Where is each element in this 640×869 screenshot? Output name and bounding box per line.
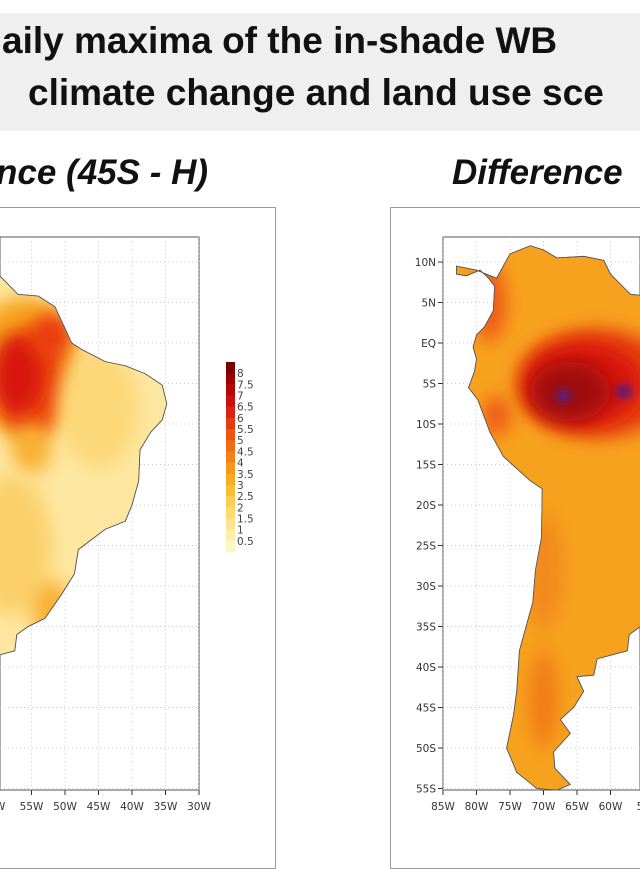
y-tick-label: EQ (421, 338, 436, 350)
x-tick-label: 70W (532, 801, 556, 813)
colorbar-label: 6.5 (237, 402, 254, 414)
colorbar-label: 3.5 (237, 469, 254, 481)
colorbar-label: 1 (237, 525, 244, 537)
colorbar-label: 4.5 (237, 446, 254, 458)
x-tick-label: 60W (599, 801, 623, 813)
x-tick-label: 40W (120, 801, 144, 813)
title-banner (0, 13, 640, 131)
x-tick-label: 80W (465, 801, 489, 813)
colorbar-segment (226, 362, 235, 374)
y-tick-label: 55S (416, 784, 436, 796)
figure-title-line-1: aily maxima of the in-shade WB (2, 20, 558, 61)
coastline (456, 245, 640, 790)
colorbar-segment (226, 518, 235, 531)
shading-blob (529, 649, 558, 750)
x-tick-label: 45W (87, 801, 111, 813)
y-tick-label: 40S (416, 662, 436, 674)
shading-blob (530, 361, 611, 422)
colorbar-label: 1.5 (237, 513, 254, 525)
colorbar-segment (226, 373, 235, 385)
colorbar-segment (226, 384, 235, 397)
x-tick-label: W (0, 801, 6, 813)
shading-blob (615, 384, 632, 399)
colorbar-segment (226, 529, 235, 542)
y-tick-label: 25S (416, 541, 436, 553)
coastline (0, 275, 168, 656)
y-tick-label: 30S (416, 581, 436, 593)
colorbar-label: 5 (237, 435, 244, 447)
x-tick-label: 35W (154, 801, 178, 813)
colorbar-segment (226, 417, 235, 430)
x-tick-label: 85W (431, 801, 455, 813)
y-tick-label: 10S (416, 419, 436, 431)
shading-blob (11, 423, 52, 474)
y-tick-label: 5N (421, 298, 436, 310)
left-panel-subtitle: nce (45S - H) (0, 153, 208, 192)
colorbar-segment (226, 473, 235, 486)
y-tick-label: 10N (415, 257, 436, 269)
colorbar-segment (226, 507, 235, 519)
x-tick-label: 55W (20, 801, 44, 813)
y-tick-label: 15S (416, 460, 436, 472)
x-tick-label: 30W (187, 801, 211, 813)
colorbar-segment (226, 540, 235, 553)
colorbar-segment (226, 406, 235, 419)
right-panel-subtitle: Difference (452, 153, 623, 192)
colorbar: 87.576.565.554.543.532.521.510.5 (226, 362, 254, 553)
x-tick-label: 50W (53, 801, 77, 813)
colorbar-label: 6 (237, 413, 244, 425)
shading-blob (58, 347, 139, 468)
colorbar-segment (226, 395, 235, 408)
shading-blob (555, 388, 572, 403)
shading-blob (0, 475, 52, 616)
colorbar-segment (226, 484, 235, 497)
shading-blob (31, 312, 72, 357)
colorbar-segment (226, 440, 235, 452)
colorbar-label: 8 (237, 368, 244, 380)
colorbar-label: 7 (237, 391, 244, 403)
colorbar-segment (226, 496, 235, 508)
y-tick-label: 50S (416, 743, 436, 755)
x-tick-label: 65W (565, 801, 589, 813)
shading-blob (482, 395, 511, 436)
colorbar-label: 4 (237, 458, 244, 470)
colorbar-segment (226, 451, 235, 464)
colorbar-label: 7.5 (237, 379, 254, 391)
shading-blob (0, 335, 44, 416)
colorbar-label: 0.5 (237, 536, 254, 548)
colorbar-label: 2 (237, 502, 244, 514)
colorbar-label: 5.5 (237, 424, 254, 436)
y-tick-label: 20S (416, 500, 436, 512)
figure-title-line-2: climate change and land use sce (28, 72, 604, 113)
x-tick-label: 5 (637, 801, 640, 813)
y-tick-label: 5S (423, 379, 437, 391)
colorbar-segment (226, 429, 235, 441)
colorbar-label: 3 (237, 480, 244, 492)
y-tick-label: 35S (416, 622, 436, 634)
colorbar-segment (226, 462, 235, 475)
colorbar-label: 2.5 (237, 491, 254, 503)
y-tick-label: 45S (416, 703, 436, 715)
left-map: W 55W 50W 45W 40W 35W 30W (0, 236, 211, 813)
x-tick-label: 75W (498, 801, 522, 813)
right-map: 85W 80W 75W 70W 65W 60W 5 10N 5N EQ 5S 10S 15S 20S 25S… (415, 236, 640, 813)
